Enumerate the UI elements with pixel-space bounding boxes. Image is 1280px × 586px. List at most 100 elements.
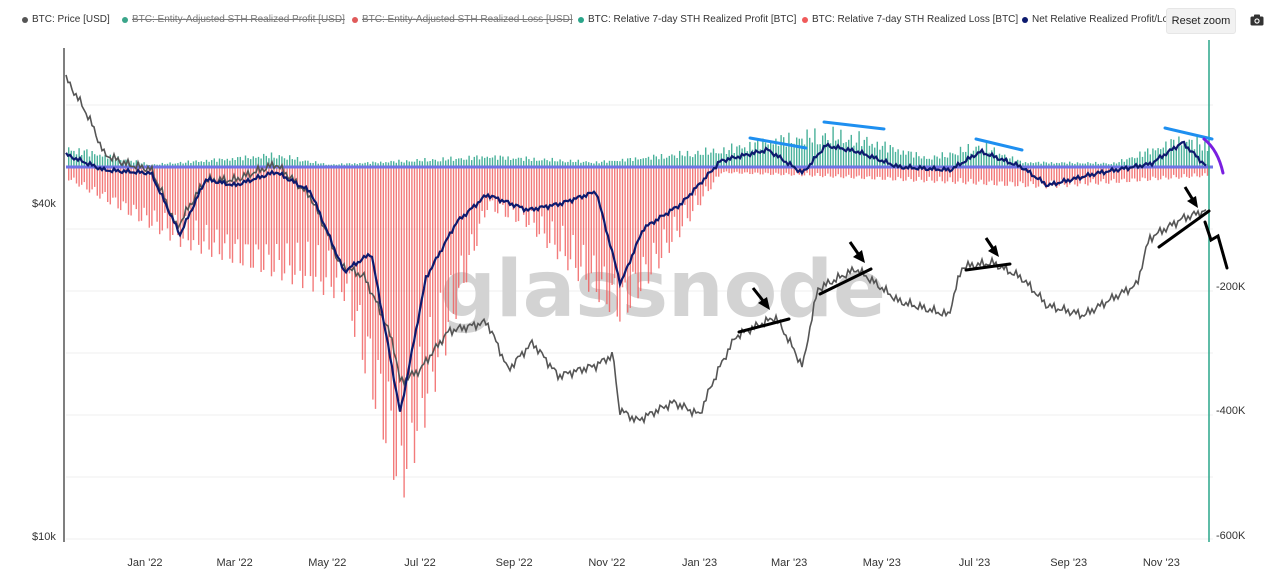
loss-bar <box>1193 167 1196 174</box>
profit-bar <box>400 161 403 167</box>
profit-bar <box>692 157 694 167</box>
profit-bar <box>283 158 286 167</box>
legend-item-net-relative-pl[interactable]: Net Relative Realized Profit/Los <box>1022 14 1173 25</box>
profit-bar <box>543 158 546 167</box>
loss-bar <box>1001 167 1003 182</box>
loss-bar <box>676 167 678 231</box>
profit-bar <box>1154 150 1157 167</box>
loss-bar <box>83 167 85 183</box>
loss-bar <box>1188 167 1190 178</box>
loss-bar <box>478 167 481 224</box>
profit-bar <box>382 163 384 167</box>
loss-bar <box>650 167 652 275</box>
profit-bar <box>1193 149 1196 167</box>
loss-bar <box>671 167 673 242</box>
loss-bar <box>910 167 912 180</box>
loss-bar <box>892 167 894 181</box>
legend-label: BTC: Price [USD] <box>32 14 110 25</box>
profit-bar <box>70 150 72 167</box>
loss-bar <box>512 167 514 210</box>
profit-bar <box>699 154 702 167</box>
loss-bar <box>590 167 592 274</box>
loss-bar <box>445 167 447 356</box>
loss-bar <box>712 167 715 183</box>
loss-bar <box>861 167 863 179</box>
profit-bar <box>398 159 400 167</box>
profit-bar <box>229 160 231 167</box>
loss-bar <box>203 167 205 242</box>
loss-bar <box>931 167 933 181</box>
loss-bar <box>1149 167 1151 181</box>
loss-bar <box>946 167 949 182</box>
profit-bar <box>109 154 111 167</box>
loss-bar <box>120 167 122 211</box>
legend-item-sth-realized-loss-usd[interactable]: BTC: Entity-Adjusted STH Realized Loss [… <box>352 14 573 25</box>
profit-bar <box>499 155 501 167</box>
loss-bar <box>307 167 309 242</box>
profit-bar <box>601 161 603 167</box>
loss-bar <box>455 167 457 319</box>
loss-bar <box>398 167 400 401</box>
profit-bar <box>1071 163 1073 167</box>
loss-bar <box>621 167 624 288</box>
profit-bar <box>83 150 85 167</box>
legend-item-relative-sth-profit[interactable]: BTC: Relative 7-day STH Realized Profit … <box>578 14 796 25</box>
profit-bar <box>593 163 595 167</box>
x-tick-label: Sep '23 <box>1050 557 1087 569</box>
profit-bar <box>814 128 816 167</box>
profit-bar <box>1069 161 1071 167</box>
loss-bar <box>231 167 234 263</box>
loss-bar <box>926 167 928 181</box>
net-relative-pl-line <box>65 140 1207 412</box>
profit-bar <box>94 154 96 167</box>
loss-bar <box>629 167 631 308</box>
arrow-annotations <box>751 186 1198 310</box>
profit-bar <box>824 133 826 167</box>
loss-bar <box>406 167 408 469</box>
profit-bar <box>658 159 660 167</box>
loss-bar <box>247 167 249 245</box>
profit-bar <box>1095 161 1097 167</box>
trend-curve-purple <box>1202 137 1225 175</box>
trend-line-black <box>737 317 791 334</box>
profit-bar <box>260 158 262 167</box>
reset-zoom-button[interactable]: Reset zoom <box>1166 8 1236 34</box>
profit-bar <box>809 137 811 167</box>
loss-bar <box>463 167 465 283</box>
loss-bar <box>499 167 501 204</box>
legend-item-relative-sth-loss[interactable]: BTC: Relative 7-day STH Realized Loss [B… <box>802 14 1018 25</box>
loss-bar <box>182 167 184 239</box>
loss-bar <box>286 167 288 244</box>
x-tick-label: Jul '22 <box>404 557 435 569</box>
profit-bar <box>309 162 312 167</box>
loss-bar <box>351 167 353 321</box>
profit-bar <box>494 155 496 167</box>
profit-bar <box>913 157 915 167</box>
legend-item-btc-price[interactable]: BTC: Price [USD] <box>22 14 110 25</box>
profit-bar <box>213 158 215 167</box>
profit-bar <box>588 162 590 167</box>
loss-bar <box>101 167 104 194</box>
x-tick-label: May '23 <box>863 557 901 569</box>
profit-bar <box>1027 163 1029 167</box>
loss-bar <box>811 167 813 177</box>
profit-bar <box>86 149 88 167</box>
profit-bar <box>104 154 106 167</box>
loss-bar <box>634 167 637 274</box>
loss-bar <box>504 167 507 217</box>
profit-bar <box>741 148 743 167</box>
loss-bar <box>265 167 267 245</box>
camera-icon[interactable] <box>1250 14 1264 26</box>
legend-item-sth-realized-profit-usd[interactable]: BTC: Entity-Adjusted STH Realized Profit… <box>122 14 345 25</box>
loss-bar <box>616 167 618 317</box>
loss-bar <box>876 167 878 177</box>
loss-bar <box>260 167 262 272</box>
loss-bar <box>1173 167 1175 175</box>
profit-bar <box>738 145 741 167</box>
loss-bar <box>530 167 533 211</box>
profit-bar <box>556 161 559 167</box>
loss-bar <box>343 167 345 301</box>
loss-bar <box>731 167 733 174</box>
profit-bar <box>1089 163 1092 167</box>
profit-bar <box>554 161 556 167</box>
